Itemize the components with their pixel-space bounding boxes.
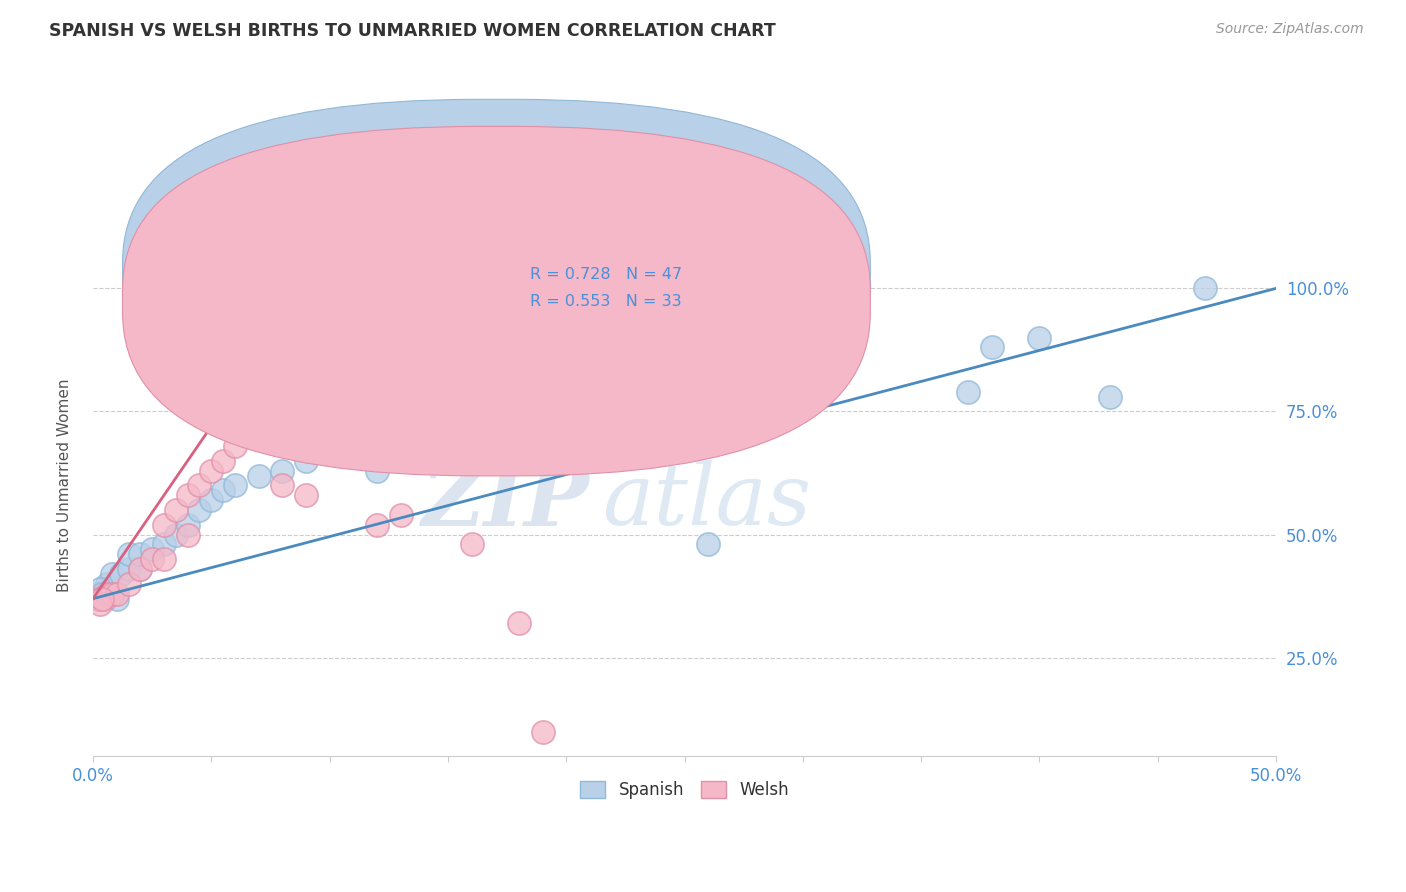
Point [165, 527, 187, 541]
Point [295, 454, 318, 468]
Point [389, 508, 412, 522]
Point [803, 380, 825, 394]
Text: ZIP: ZIP [422, 460, 591, 543]
Point [176, 517, 198, 532]
Point [602, 400, 624, 414]
Point [176, 488, 198, 502]
Point [212, 483, 235, 498]
Point [141, 542, 163, 557]
Point [200, 493, 222, 508]
Point [247, 400, 270, 414]
Point [153, 517, 176, 532]
Point [697, 537, 720, 551]
Point [366, 464, 388, 478]
FancyBboxPatch shape [122, 127, 870, 476]
Point [792, 384, 814, 399]
FancyBboxPatch shape [460, 255, 733, 323]
Point [141, 552, 163, 566]
Point [153, 537, 176, 551]
Text: Source: ZipAtlas.com: Source: ZipAtlas.com [1216, 22, 1364, 37]
Point [389, 439, 412, 453]
Point [460, 400, 482, 414]
Point [236, 419, 259, 434]
Point [176, 527, 198, 541]
Text: atlas: atlas [602, 460, 811, 543]
Point [129, 547, 152, 561]
Point [105, 591, 128, 606]
Point [247, 468, 270, 483]
Point [117, 577, 139, 591]
Point [531, 365, 554, 379]
Point [117, 562, 139, 576]
Point [96, 577, 118, 591]
Point [200, 464, 222, 478]
Point [484, 390, 506, 404]
Point [1099, 390, 1122, 404]
Point [224, 439, 246, 453]
Point [188, 503, 211, 517]
Point [87, 591, 110, 606]
Point [1028, 330, 1050, 344]
Point [89, 591, 111, 606]
Text: R = 0.553   N = 33: R = 0.553 N = 33 [530, 293, 681, 309]
Text: SPANISH VS WELSH BIRTHS TO UNMARRIED WOMEN CORRELATION CHART: SPANISH VS WELSH BIRTHS TO UNMARRIED WOM… [49, 22, 776, 40]
Point [366, 517, 388, 532]
FancyBboxPatch shape [122, 99, 870, 449]
Point [531, 724, 554, 739]
Point [413, 429, 436, 443]
Point [153, 552, 176, 566]
Text: R = 0.728   N = 47: R = 0.728 N = 47 [530, 267, 682, 282]
Point [96, 587, 118, 601]
Point [165, 503, 187, 517]
Point [1194, 281, 1216, 295]
Point [981, 341, 1004, 355]
Point [318, 443, 340, 458]
Point [91, 587, 114, 601]
Point [271, 478, 294, 492]
Point [295, 488, 318, 502]
Point [89, 582, 111, 596]
Point [110, 567, 132, 582]
Point [87, 587, 110, 601]
Point [101, 587, 124, 601]
Point [91, 591, 114, 606]
Point [957, 384, 980, 399]
Point [89, 591, 111, 606]
Point [224, 478, 246, 492]
Point [117, 547, 139, 561]
Point [89, 597, 111, 611]
Point [342, 429, 364, 443]
Point [437, 419, 460, 434]
Point [188, 478, 211, 492]
Point [508, 616, 530, 631]
Legend: Spanish, Welsh: Spanish, Welsh [572, 772, 797, 807]
Point [101, 567, 124, 582]
Point [460, 537, 482, 551]
Y-axis label: Births to Unmarried Women: Births to Unmarried Women [58, 378, 72, 592]
Point [212, 454, 235, 468]
Point [129, 562, 152, 576]
Point [271, 464, 294, 478]
Point [94, 591, 117, 606]
Point [105, 587, 128, 601]
Point [94, 587, 117, 601]
Point [129, 562, 152, 576]
